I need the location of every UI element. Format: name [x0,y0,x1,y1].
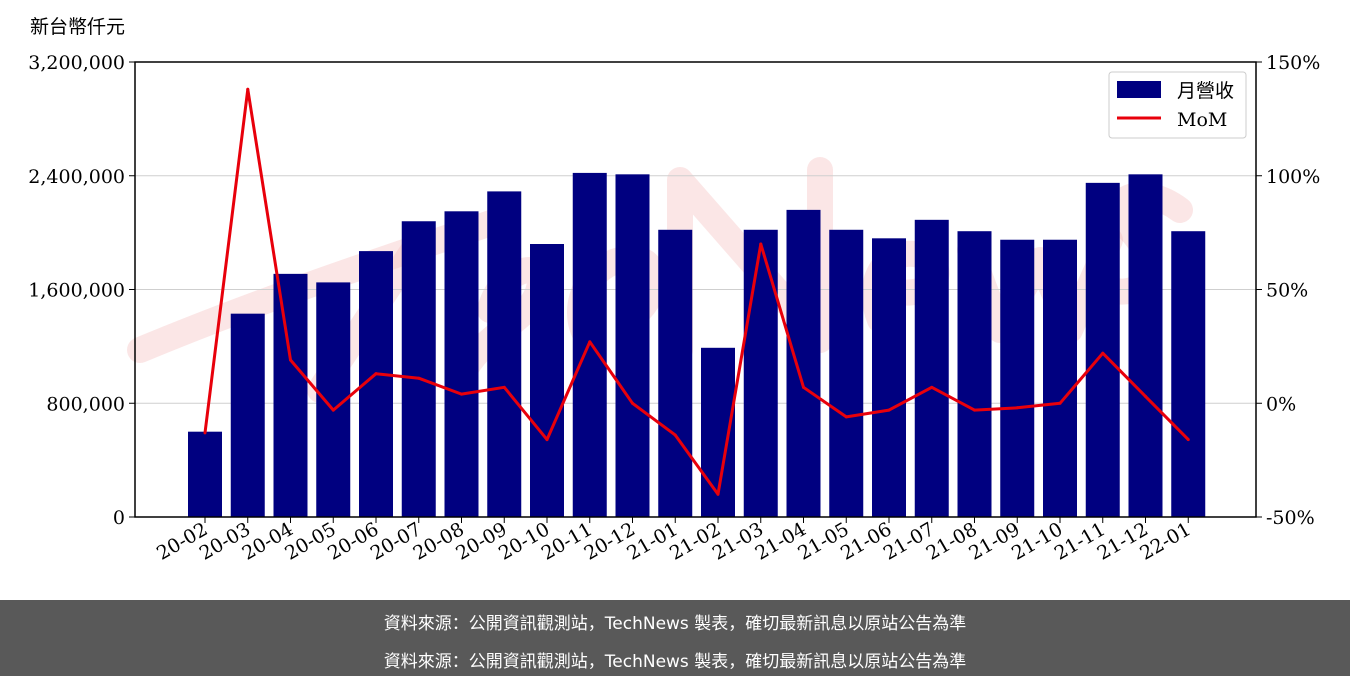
y-left-tick-label: 0 [113,507,125,529]
revenue-bar [829,229,864,517]
y-right-tick-label: -50% [1266,507,1315,529]
mom-point [844,415,848,419]
mom-point [1144,394,1147,398]
mom-point [1186,438,1190,442]
revenue-bar [230,313,265,517]
mom-point [331,408,335,412]
revenue-bar [658,229,693,517]
mom-point [802,385,805,389]
revenue-bar [743,229,778,517]
y-right-tick-label: 0% [1266,393,1296,415]
mom-point [1101,351,1105,355]
revenue-bar [444,211,479,517]
mom-point [973,408,976,412]
y-right-tick-label: 150% [1266,52,1320,74]
mom-point [502,385,506,389]
revenue-bar [1000,239,1035,517]
mom-point [545,438,549,442]
mom-point [759,242,763,246]
mom-point [631,401,634,405]
source-footer: 資料來源：公開資訊觀測站，TechNews 製表，確切最新訊息以原站公告為準 資… [0,600,1350,676]
revenue-bar [188,431,222,517]
y-right-tick-label: 50% [1266,280,1308,302]
mom-point [460,392,463,396]
mom-point [417,376,421,380]
y-axis-unit-label: 新台幣仟元 [30,16,125,38]
revenue-bar [957,231,992,517]
mom-point [1058,401,1062,405]
revenue-bar [1085,182,1120,517]
revenue-bar [1128,174,1163,517]
y-left-tick-label: 3,200,000 [28,52,125,74]
mom-point [289,358,292,362]
legend-label-mom: MoM [1177,109,1227,131]
x-tick-label: 22-01 [1136,518,1194,564]
mom-point [246,87,250,91]
y-left-tick-label: 2,400,000 [28,166,125,188]
combo-chart: 0 800,000 1,600,000 2,400,000 3,200,000 -50% 0… [28,16,1320,565]
revenue-bar [786,209,821,517]
revenue-bar [914,219,949,517]
legend: 月營收 MoM [1108,71,1247,139]
legend-swatch-revenue [1117,81,1161,98]
revenue-bar [273,273,308,517]
mom-line [203,87,1190,496]
footer-source-text: 資料來源：公開資訊觀測站，TechNews 製表，確切最新訊息以原站公告為準 [383,614,967,634]
mom-line-series [203,87,1190,496]
revenue-bar [615,174,650,517]
mom-point [887,408,891,412]
mom-point [203,431,207,435]
y-left-tick-label: 1,600,000 [28,280,125,302]
revenue-bar [401,221,436,517]
mom-point [588,340,592,344]
y-left-tick-label: 800,000 [46,393,125,415]
footer-source-text: 資料來源：公開資訊觀測站，TechNews 製表，確切最新訊息以原站公告為準 [383,652,967,672]
revenue-bar [872,238,906,517]
mom-point [673,433,677,437]
legend-label-revenue: 月營收 [1177,80,1234,102]
revenue-bar [1043,239,1077,517]
mom-point [930,385,934,389]
revenue-bar [530,244,564,517]
mom-point [1015,406,1019,410]
y-right-tick-label: 100% [1266,166,1320,188]
revenue-bar [1171,231,1206,517]
revenue-bar [487,191,522,517]
mom-point [716,492,720,496]
mom-point [374,372,378,376]
